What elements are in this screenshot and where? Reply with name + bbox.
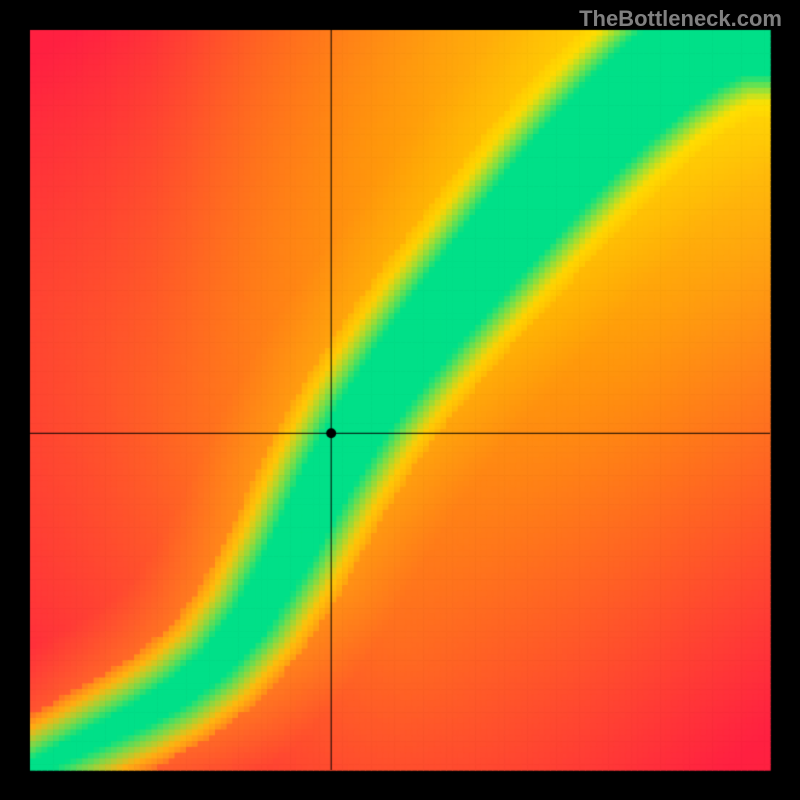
chart-container: TheBottleneck.com <box>0 0 800 800</box>
bottleneck-heatmap-canvas <box>0 0 800 800</box>
watermark-text: TheBottleneck.com <box>579 6 782 32</box>
